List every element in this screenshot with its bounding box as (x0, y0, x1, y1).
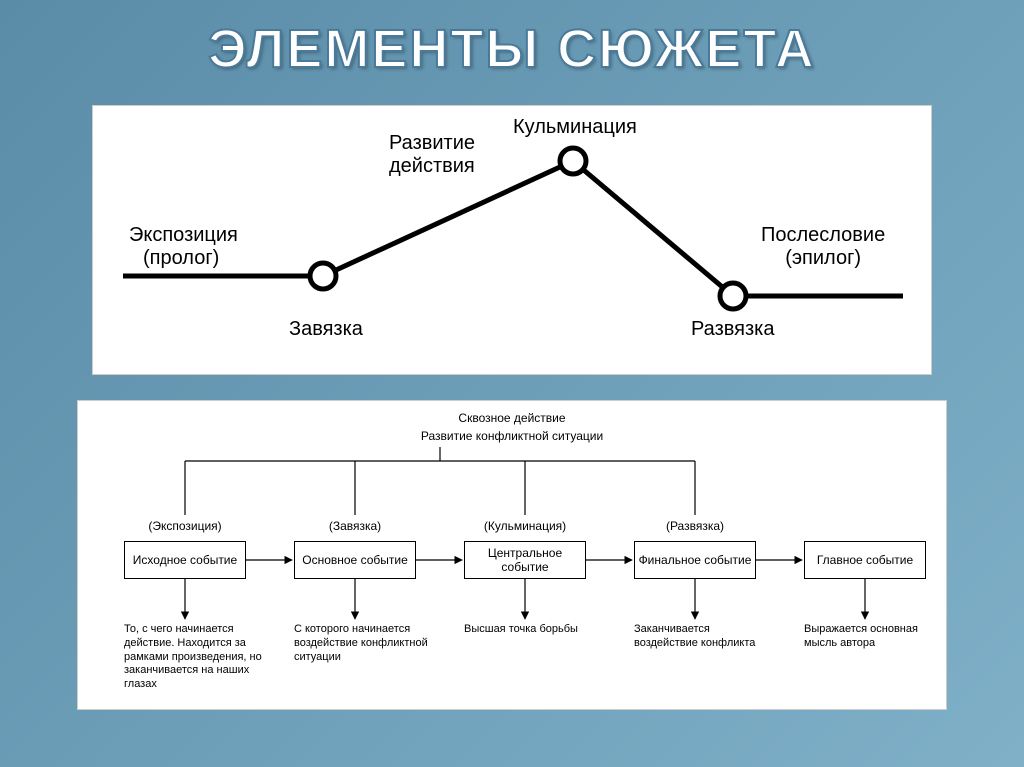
label-zavyazka: Завязка (289, 318, 363, 341)
label-razvyazka: Развязка (691, 318, 774, 341)
stage-desc: То, с чего начинается действие. Находитс… (124, 623, 264, 692)
stage-desc: С которого начинается воздействие конфли… (294, 623, 434, 664)
stage-desc: Заканчивается воздействие конфликта (634, 623, 774, 651)
stage-paren: (Завязка) (294, 519, 416, 533)
stage-box: Основное событие (294, 541, 416, 579)
stage-box: Финальное событие (634, 541, 756, 579)
stage-desc: Высшая точка борьбы (464, 623, 604, 637)
plot-arc-panel: Экспозиция (пролог) Завязка Развитие дей… (92, 105, 932, 375)
flow-panel: Сквозное действие Развитие конфликтной с… (77, 400, 947, 710)
stage-box: Исходное событие (124, 541, 246, 579)
stage-desc: Выражается основная мысль автора (804, 623, 944, 651)
label-exposition: Экспозиция (пролог) (129, 224, 238, 270)
slide-title: ЭЛЕМЕНТЫ СЮЖЕТА (0, 0, 1024, 80)
top-label-razvitie: Развитие конфликтной ситуации (78, 429, 946, 443)
stage-paren: (Развязка) (634, 519, 756, 533)
label-posleslovie: Послесловие (эпилог) (761, 224, 885, 270)
stage-box: Главное событие (804, 541, 926, 579)
top-label-skvoznoe: Сквозное действие (78, 411, 946, 425)
label-kulminaciya: Кульминация (513, 116, 637, 139)
stage-paren: (Экспозиция) (124, 519, 246, 533)
stage-box: Центральное событие (464, 541, 586, 579)
stage-paren: (Кульминация) (464, 519, 586, 533)
label-razvitie: Развитие действия (389, 132, 475, 178)
slide-page: ЭЛЕМЕНТЫ СЮЖЕТА Экспозиция (пролог) Завя… (0, 0, 1024, 767)
